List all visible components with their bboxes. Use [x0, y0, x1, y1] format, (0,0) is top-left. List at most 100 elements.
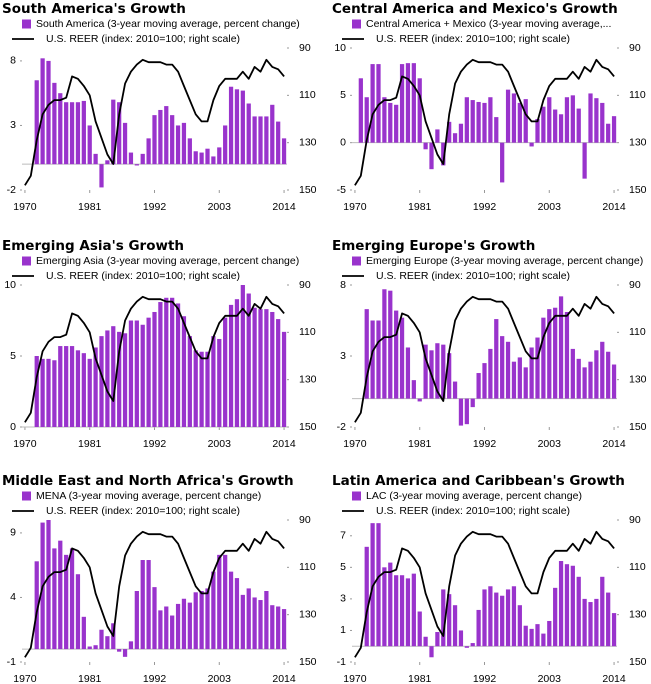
bar: [570, 565, 575, 647]
bar: [217, 147, 222, 165]
chart: South America's Growth -2 3 8 90 110 130 150 197…: [2, 1, 317, 213]
bar: [40, 58, 45, 165]
bar: [246, 103, 251, 165]
bar: [187, 602, 192, 650]
bar: [576, 576, 581, 647]
y-tick-label: 0: [10, 421, 16, 433]
y2-tick-label: 90: [299, 279, 311, 291]
bar: [547, 309, 552, 399]
y-tick-label: 7: [340, 530, 346, 542]
chart: Central America and Mexico's Growth -5 0 5 1…: [332, 1, 647, 213]
y2-tick-label: 110: [629, 561, 646, 573]
bar: [258, 600, 263, 650]
y-tick-label: 4: [10, 591, 16, 603]
bar: [87, 358, 92, 427]
legend-label: MENA (3-year moving average, percent cha…: [36, 490, 261, 502]
bar: [582, 142, 587, 179]
x-tick-label: 2014: [272, 201, 296, 213]
bar: [64, 346, 69, 427]
x-tick-label: 2003: [538, 673, 562, 684]
x-tick-label: 1992: [143, 438, 167, 450]
bar: [270, 104, 275, 165]
legend-label: U.S. REER (index: 2010=100; right scale): [376, 33, 570, 45]
bar: [535, 624, 540, 647]
bar: [423, 636, 428, 647]
x-tick-label: 1970: [13, 673, 37, 684]
bar: [117, 649, 122, 652]
bar: [217, 554, 222, 650]
bar: [134, 591, 139, 650]
bar: [223, 125, 228, 165]
y2-tick-label: 130: [299, 136, 317, 148]
bar: [523, 625, 528, 647]
bar: [488, 586, 493, 647]
bar: [564, 311, 570, 399]
reer-line: [354, 295, 615, 423]
x-tick-label: 1970: [13, 201, 37, 213]
bar: [606, 351, 611, 399]
reer-line: [24, 295, 285, 423]
y2-tick-label: 150: [299, 184, 317, 196]
bar: [93, 153, 98, 165]
bar: [34, 561, 39, 650]
legend-swatch: [352, 491, 361, 501]
chart: Latin America and Caribbean's Growth-113…: [332, 473, 647, 684]
bar: [541, 106, 546, 143]
bar: [264, 116, 269, 165]
bar: [464, 398, 469, 425]
chart-title: Latin America and Caribbean's Growth: [332, 473, 625, 489]
bar: [570, 348, 575, 399]
legend-swatch: [22, 491, 31, 501]
bar: [105, 160, 110, 165]
bar: [553, 587, 558, 647]
bar: [470, 643, 475, 647]
bar: [34, 80, 39, 165]
chart-title: Emerging Asia's Growth: [2, 238, 184, 254]
bar: [394, 310, 399, 399]
x-tick-label: 2003: [208, 673, 232, 684]
bar: [558, 114, 564, 143]
bar: [170, 615, 175, 650]
legend-label: South America (3-year moving average, pe…: [36, 18, 300, 30]
y2-tick-label: 110: [299, 89, 316, 101]
bar: [75, 102, 81, 165]
bar: [111, 326, 116, 427]
bar: [158, 610, 163, 650]
bar: [494, 319, 499, 399]
bar: [75, 350, 81, 427]
bar: [193, 592, 198, 650]
bar: [152, 115, 157, 165]
bar: [64, 554, 69, 650]
y2-tick-label: 130: [629, 373, 647, 385]
bar: [40, 358, 45, 427]
bar: [58, 540, 63, 650]
bar: [211, 336, 216, 427]
x-tick-label: 1992: [473, 201, 497, 213]
bar: [606, 123, 611, 143]
bar: [105, 330, 110, 427]
bar: [505, 341, 511, 399]
y2-tick-label: 110: [299, 561, 316, 573]
bar: [517, 102, 522, 143]
bar: [370, 64, 375, 143]
bar: [394, 104, 399, 143]
bar: [117, 102, 122, 165]
bar: [382, 567, 387, 647]
bar: [535, 337, 540, 399]
chart-title: South America's Growth: [2, 1, 186, 17]
bar: [370, 320, 375, 399]
bar: [494, 592, 499, 647]
bar: [99, 629, 104, 650]
bar: [517, 605, 522, 647]
bar: [93, 347, 98, 427]
bar: [264, 591, 269, 650]
x-tick-label: 1970: [343, 673, 367, 684]
bar: [529, 347, 534, 399]
bar: [128, 152, 134, 165]
bar: [181, 316, 187, 427]
bar: [99, 164, 104, 188]
bar: [382, 97, 387, 143]
bar: [199, 591, 204, 650]
bar: [281, 331, 287, 427]
